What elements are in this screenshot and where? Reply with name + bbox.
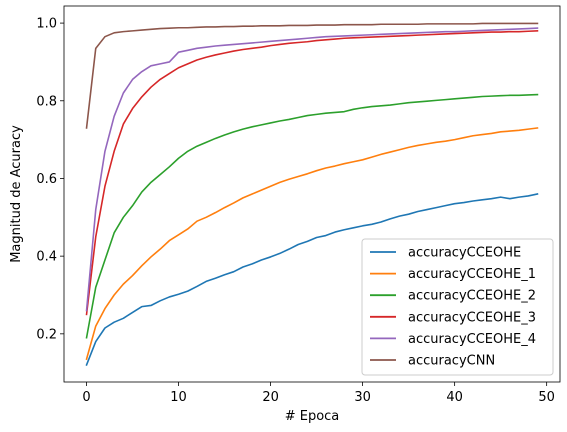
legend: accuracyCCEOHE accuracyCCEOHE_1 accuracyCC…: [361, 238, 554, 376]
legend-label-2: accuracyCCEOHE_2: [408, 289, 536, 304]
legend-label-1: accuracyCCEOHE_1: [408, 267, 536, 282]
x-tick-label: 40: [446, 390, 463, 405]
y-tick-label: 0.2: [36, 327, 57, 342]
plot-frame: [63, 5, 561, 383]
series-line-4: [85, 27, 539, 312]
y-tick-label: 0.4: [36, 250, 57, 265]
series-line-3: [85, 30, 539, 316]
x-tick-label: 20: [262, 390, 279, 405]
x-axis-ticks: 0 10 20 30 40 50: [82, 382, 555, 405]
y-tick-label: 0.8: [36, 94, 57, 109]
series-line-0: [85, 193, 539, 366]
y-axis-label: Magnitud de Acuracy: [9, 125, 24, 263]
series-line-1: [85, 127, 539, 361]
y-tick-label: 0.6: [36, 172, 57, 187]
series-line-2: [85, 93, 539, 339]
legend-box: [361, 238, 554, 376]
series-line-5: [85, 22, 539, 129]
x-axis-label: # Epoca: [285, 409, 340, 424]
y-tick-label: 1.0: [36, 17, 57, 32]
series-layer: [85, 22, 539, 366]
legend-label-3: accuracyCCEOHE_3: [408, 310, 536, 325]
x-tick-label: 10: [170, 390, 187, 405]
x-tick-label: 0: [82, 390, 90, 405]
x-tick-label: 50: [538, 390, 555, 405]
x-tick-label: 30: [354, 390, 371, 405]
y-axis-ticks: 0.2 0.4 0.6 0.8 1.0: [36, 17, 64, 342]
legend-label-0: accuracyCCEOHE: [408, 246, 521, 261]
legend-label-4: accuracyCCEOHE_4: [408, 332, 536, 347]
legend-label-5: accuracyCNN: [408, 354, 495, 369]
